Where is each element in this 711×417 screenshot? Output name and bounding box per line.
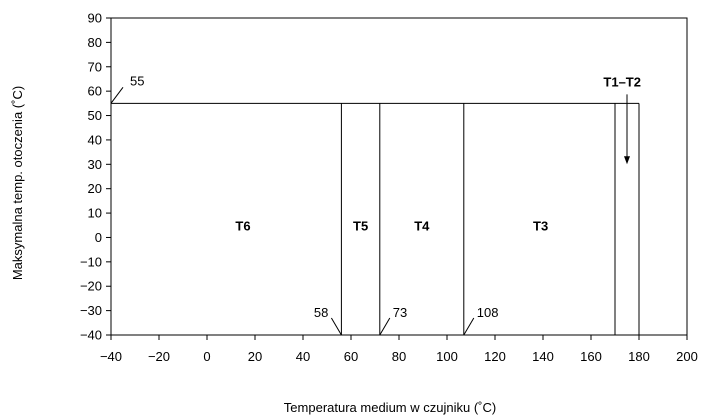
y-tick-label: 30 [88, 157, 102, 172]
boundary-value-label: 73 [393, 305, 407, 320]
x-tick-label: −40 [100, 349, 122, 364]
y-tick-labels: 90 80 70 60 50 40 30 20 10 0 −10 −20 −30 −40 [80, 11, 102, 343]
y-tick-label: 80 [88, 35, 102, 50]
y-tick-label: −20 [80, 279, 102, 294]
plot-area [106, 17, 688, 340]
x-axis-title: Temperatura medium w czujniku (˚C) [284, 400, 496, 415]
y-tick-label: 60 [88, 84, 102, 99]
x-tick-label: 120 [484, 349, 506, 364]
zone-label-t5: T5 [353, 218, 368, 233]
y-tick-label: 70 [88, 59, 102, 74]
y-tick-label: 0 [95, 230, 102, 245]
x-tick-label: 200 [676, 349, 698, 364]
y-tick-label: −10 [80, 254, 102, 269]
x-tick-label: 40 [296, 349, 310, 364]
boundary-value-label: 108 [477, 305, 499, 320]
y-tick-label: 50 [88, 108, 102, 123]
x-tick-label: 60 [344, 349, 358, 364]
leader-line [463, 317, 475, 336]
zone-label-t3: T3 [533, 218, 548, 233]
zone-label-t1-t2: T1–T2 [603, 74, 641, 89]
x-tick-label: 180 [628, 349, 650, 364]
y-tick-label: 40 [88, 132, 102, 147]
x-tick-label: −20 [148, 349, 170, 364]
arrow-head-icon [624, 156, 630, 165]
boundary-value-label: 58 [314, 305, 328, 320]
leader-line [379, 317, 391, 336]
zone-label-t6: T6 [235, 218, 250, 233]
leader-line [110, 87, 124, 104]
y-tick-label: −40 [80, 328, 102, 343]
annotations: 58 73 108 55 T1–T2 [110, 73, 641, 336]
x-tick-label: 140 [532, 349, 554, 364]
zone-label-t4: T4 [414, 218, 430, 233]
leader-line [330, 317, 342, 336]
plot-frame [110, 17, 688, 336]
x-tick-label: 0 [203, 349, 210, 364]
temperature-class-labels: T6 T5 T4 T3 [235, 218, 548, 233]
x-tick-label: 80 [392, 349, 406, 364]
y-tick-label: −30 [80, 303, 102, 318]
x-tick-label: 160 [580, 349, 602, 364]
max-ambient-value-label: 55 [130, 73, 144, 88]
x-tick-labels: −40 −20 0 20 40 60 80 100 120 140 160 180 200 [100, 349, 698, 364]
y-tick-label: 10 [88, 206, 102, 221]
x-tick-label: 100 [436, 349, 458, 364]
y-axis-title: Maksymalna temp. otoczenia (˚C) [10, 86, 25, 280]
x-tick-label: 20 [248, 349, 262, 364]
y-tick-label: 90 [88, 11, 102, 26]
y-tick-label: 20 [88, 181, 102, 196]
